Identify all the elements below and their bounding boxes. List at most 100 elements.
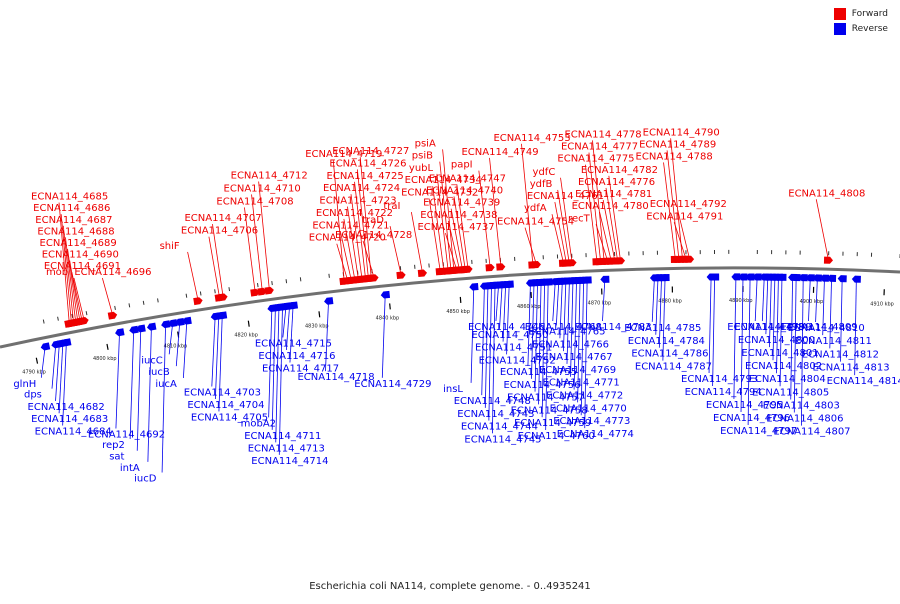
gene-label[interactable]: ECNA114_4729 [354,379,431,390]
gene-label[interactable]: ECNA114_4777 [561,142,638,153]
gene-label[interactable]: shiF [160,241,180,252]
gene-label[interactable]: ECNA114_4814 [827,376,900,387]
gene-label[interactable]: ECNA114_4793 [681,374,758,385]
gene-label[interactable]: ECNA114_4704 [187,400,264,411]
gene-label[interactable]: ECNA114_4710 [224,183,301,194]
gene-label[interactable]: rep2 [102,440,125,451]
gene-label[interactable]: ydfA [524,203,547,214]
gene-label[interactable]: ECNA114_4711 [244,431,321,442]
gene-label[interactable]: ECNA114_4804 [749,374,826,385]
gene-label[interactable]: ECNA114_4712 [231,171,308,182]
gene-label[interactable]: ECNA114_4713 [248,443,325,454]
gene-label[interactable]: ECNA114_4707 [184,213,261,224]
gene-label[interactable]: ECNA114_4740 [426,185,503,196]
gene-label[interactable]: ECNA114_4813 [812,363,889,374]
gene-label[interactable]: ydfC [533,167,556,178]
gene-label[interactable]: ECNA114_4776 [578,177,655,188]
gene-label[interactable]: ECNA114_4738 [420,210,497,221]
gene-label[interactable]: ECNA114_4769 [539,365,616,376]
gene-label[interactable]: ECNA114_4792 [650,199,727,210]
gene-features[interactable]: mobECNA114_4691ECNA114_4690ECNA114_4689E… [13,127,900,484]
gene-label[interactable]: traI [383,201,400,212]
gene-label[interactable]: ECNA114_4753 [493,133,570,144]
gene-label[interactable]: ECNA114_4786 [631,349,708,360]
gene-label[interactable]: iucC [141,355,163,366]
gene-label[interactable]: ECNA114_4784 [628,336,705,347]
tick-label: 4890 kbp [729,298,753,304]
gene-label[interactable]: ECNA114_4703 [184,388,261,399]
gene-label[interactable]: ECNA114_4737 [417,222,494,233]
gene-label[interactable]: ECNA114_4687 [35,215,112,226]
gene-label[interactable]: psiB [412,151,433,162]
gene-label[interactable]: iucA [155,379,177,390]
gene-label[interactable]: ECNA114_4715 [255,338,332,349]
gene-label[interactable]: ECNA114_4811 [795,336,872,347]
gene-label[interactable]: ECNA114_4686 [33,203,110,214]
gene-label[interactable]: ECNA114_4802 [745,361,822,372]
gene-label[interactable]: ECNA114_4714 [251,456,328,467]
gene-label[interactable]: ECNA114_4749 [461,147,538,158]
gene-label[interactable]: ECNA114_4747 [429,173,506,184]
legend: Forward Reverse [834,8,888,38]
gene-label[interactable]: recT [568,213,591,224]
minor-tick [200,291,201,295]
gene-label[interactable]: ECNA114_4782 [581,165,658,176]
gene-label[interactable]: ECNA114_4728 [335,230,412,241]
gene-label[interactable]: ECNA114_4766 [532,339,609,350]
gene-label[interactable]: ECNA114_4780 [572,201,649,212]
gene-leader [52,345,56,389]
gene-label[interactable]: ECNA114_4683 [31,414,108,425]
minor-tick [58,317,59,321]
gene-label[interactable]: ECNA114_4724 [323,183,400,194]
gene-label[interactable]: ECNA114_4725 [327,171,404,182]
gene-label[interactable]: ECNA114_4810 [788,323,865,334]
gene-label[interactable]: ECNA114_4791 [646,211,723,222]
gene-label[interactable]: sat [109,452,124,463]
gene-label[interactable]: mobA2 [241,418,276,429]
gene-label[interactable]: ECNA114_4772 [546,391,623,402]
gene-label[interactable]: ECNA114_4685 [31,192,108,203]
gene-label[interactable]: ECNA114_4708 [216,196,293,207]
gene-label[interactable]: psiA [415,138,436,149]
gene-label[interactable]: ECNA114_4696 [74,267,151,278]
gene-label[interactable]: ECNA114_4808 [788,188,865,199]
gene-label[interactable]: ECNA114_4774 [557,429,634,440]
gene-label[interactable]: traD [362,215,384,226]
gene-label[interactable]: ECNA114_4775 [557,154,634,165]
gene-label[interactable]: ECNA114_4727 [332,146,409,157]
gene-label[interactable]: ECNA114_4785 [624,323,701,334]
gene-label[interactable]: ECNA114_4682 [28,402,105,413]
gene-label[interactable]: ECNA114_4689 [40,238,117,249]
gene-label[interactable]: ECNA114_4794 [685,387,762,398]
gene-label[interactable]: ECNA114_4787 [635,362,712,373]
gene-label[interactable]: intA [120,463,140,474]
gene-label[interactable]: ECNA114_4788 [636,151,713,162]
gene-label[interactable]: ECNA114_4770 [550,403,627,414]
gene-label[interactable]: ECNA114_4771 [543,378,620,389]
gene-label[interactable]: ECNA114_4739 [423,198,500,209]
gene-label[interactable]: ECNA114_4806 [766,414,843,425]
gene-label[interactable]: iucD [134,473,157,484]
gene-label[interactable]: ECNA114_4773 [553,416,630,427]
gene-label[interactable]: ECNA114_4781 [575,189,652,200]
gene-label[interactable]: papI [451,160,473,171]
gene-label[interactable]: ECNA114_4688 [37,226,114,237]
gene-label[interactable]: dps [24,390,42,401]
gene-label[interactable]: ECNA114_4767 [535,352,612,363]
gene-label[interactable]: ECNA114_4726 [329,158,406,169]
gene-label[interactable]: ECNA114_4692 [88,429,165,440]
gene-label[interactable]: ECNA114_4789 [639,139,716,150]
gene-label[interactable]: ECNA114_4690 [42,250,119,261]
gene-label[interactable]: ECNA114_4716 [258,351,335,362]
gene-label[interactable]: iucB [148,367,170,378]
gene-label[interactable]: yubL [409,163,434,174]
gene-label[interactable]: insL [443,384,463,395]
gene-label[interactable]: ECNA114_4807 [773,427,850,438]
gene-label[interactable]: ECNA114_4778 [564,129,641,140]
gene-label[interactable]: glnH [13,379,36,390]
gene-label[interactable]: ECNA114_4706 [181,226,258,237]
gene-label[interactable]: ydfB [530,179,553,190]
gene-label[interactable]: ECNA114_4790 [643,127,720,138]
